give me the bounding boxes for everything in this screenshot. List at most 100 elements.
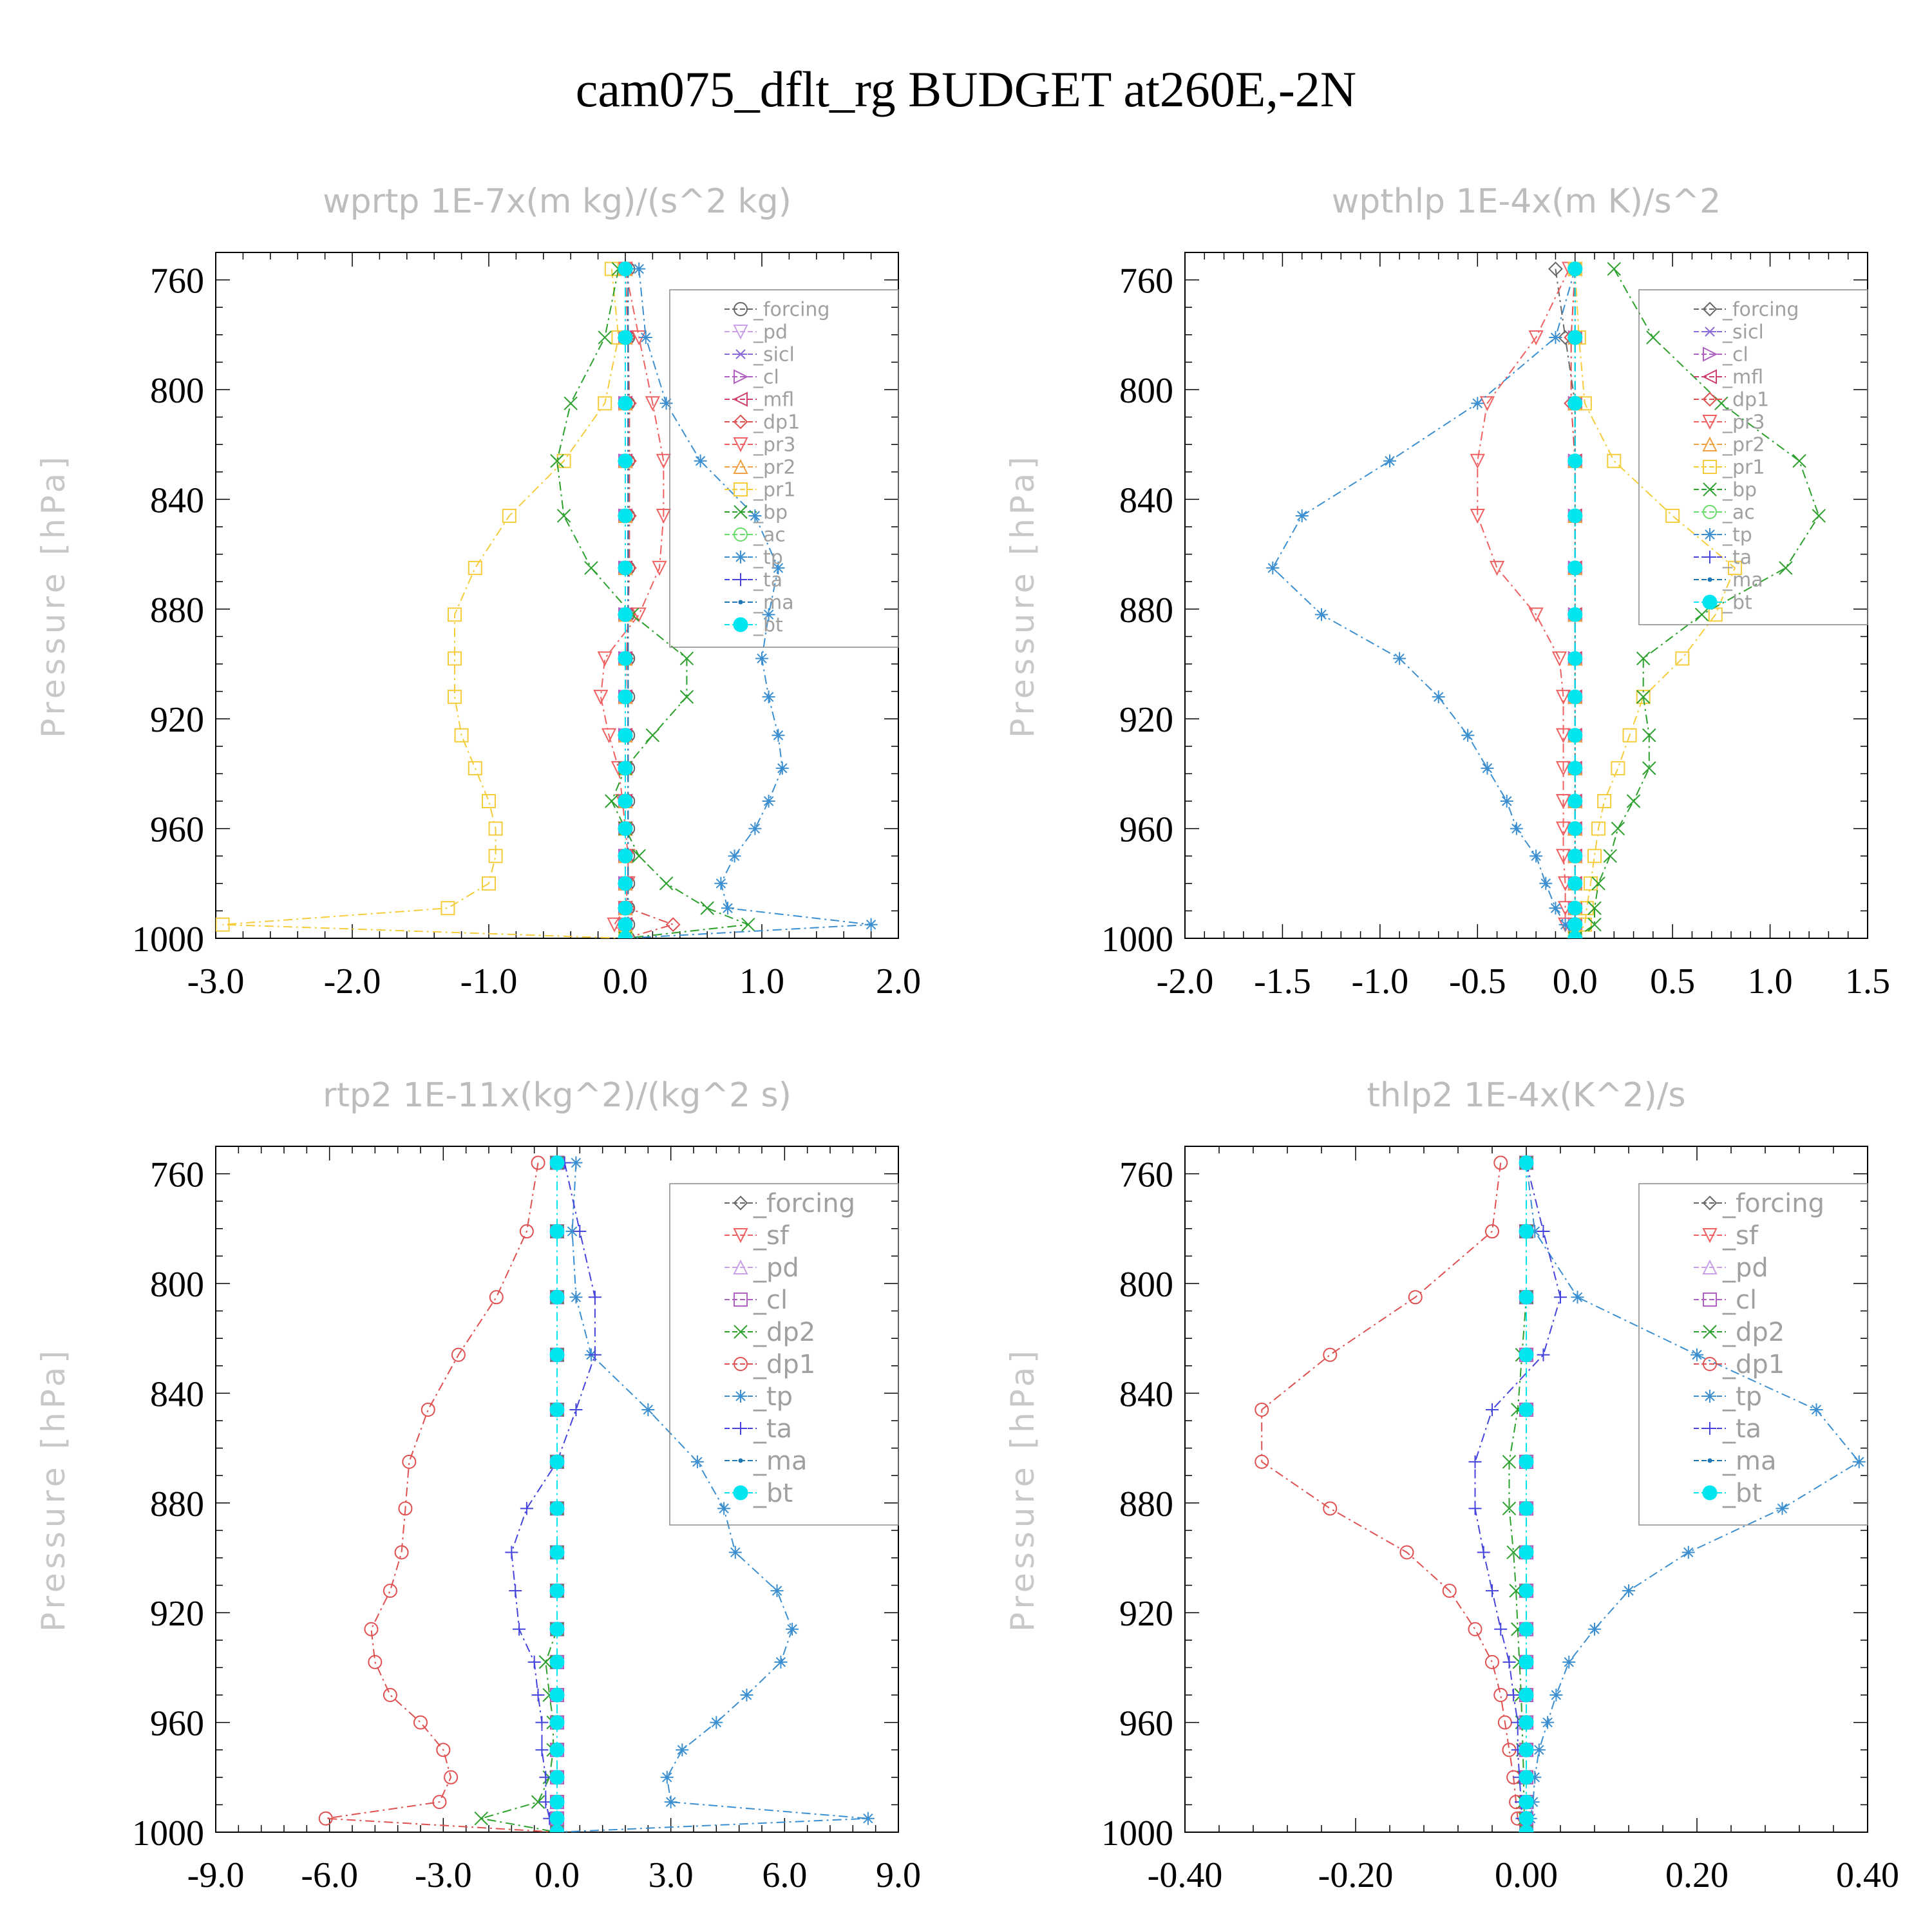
data-point-pr3 [645, 396, 661, 412]
legend-marker-cl [1703, 346, 1718, 362]
data-point-dp1 [1399, 1545, 1414, 1560]
data-point-tp [762, 690, 775, 704]
data-point-bt [1567, 330, 1583, 345]
legend-label-sf: _sf [1722, 1221, 1759, 1251]
data-point-bt [549, 1654, 565, 1670]
data-point-dp1 [665, 917, 681, 933]
legend-marker-ta [734, 573, 747, 586]
data-point-dp1 [1485, 1654, 1499, 1669]
data-point-pr1 [502, 508, 516, 523]
x-tick-label: -1.0 [1352, 961, 1409, 1001]
data-point-ta [573, 1225, 587, 1238]
x-tick-label: 0.0 [1553, 961, 1598, 1001]
data-point-ta [1502, 1655, 1516, 1669]
data-point-bp [556, 509, 571, 523]
data-point-tp [755, 652, 768, 665]
legend-marker-dp1 [733, 414, 748, 430]
data-point-dp1 [383, 1584, 397, 1598]
data-point-bt [1567, 508, 1583, 524]
legend-label-pd: _pd [1722, 1253, 1768, 1283]
series-line-tp [1526, 1162, 1861, 1832]
data-point-bt [549, 1811, 565, 1826]
data-point-bt [549, 1402, 565, 1417]
data-point-bt [1567, 900, 1583, 916]
legend-marker-mfl [732, 392, 748, 407]
data-point-bt [618, 261, 633, 277]
data-point-pr1 [1622, 728, 1637, 743]
data-point-bt [618, 900, 633, 916]
data-point-pr1 [1597, 794, 1612, 808]
y-axis-label: Pressure [hPa] [35, 1347, 72, 1632]
data-point-pr3 [601, 728, 617, 743]
x-tick-label: 0.5 [1650, 961, 1695, 1001]
data-point-bt [618, 650, 633, 666]
data-point-pr1 [448, 690, 462, 705]
data-point-pr1 [482, 794, 496, 808]
data-point-dp2 [1502, 1501, 1517, 1516]
data-point-bp [1812, 509, 1826, 523]
data-point-tp [1393, 652, 1406, 665]
data-point-tp [1549, 331, 1562, 345]
data-point-bt [549, 1687, 565, 1703]
data-point-dp2 [538, 1655, 553, 1669]
legend-marker-tp [1703, 528, 1716, 541]
legend-label-cl: _cl [753, 366, 779, 389]
legend-label-pd: _pd [753, 321, 788, 344]
data-point-ta [1507, 1689, 1520, 1701]
data-point-tp [1266, 561, 1280, 574]
legend-marker-ac [1703, 505, 1717, 519]
data-point-bt [1519, 1687, 1534, 1703]
legend-label-ac: _ac [1722, 502, 1755, 524]
legend-label-cl: _cl [1722, 1285, 1757, 1315]
legend-label-forcing: _forcing [1722, 1189, 1824, 1218]
y-tick-label: 880 [150, 1484, 204, 1524]
data-point-bt [1567, 761, 1583, 776]
y-tick-label: 1000 [1101, 920, 1173, 960]
data-point-tp [664, 1795, 677, 1809]
data-point-bp [645, 728, 660, 743]
y-axis-label: Pressure [hPa] [1004, 453, 1041, 738]
legend-label-mfl: _mfl [753, 389, 794, 412]
data-point-bt [1519, 1289, 1534, 1305]
data-point-bt [618, 876, 633, 891]
data-point-pr1 [468, 761, 482, 775]
x-tick-label: 9.0 [876, 1855, 921, 1895]
legend-marker-bt [733, 1485, 748, 1501]
y-tick-label: 760 [150, 1155, 204, 1195]
y-tick-label: 960 [150, 1704, 204, 1744]
data-point-bp [1587, 901, 1602, 915]
data-point-dp1 [413, 1715, 428, 1730]
data-point-tp [748, 822, 762, 835]
legend-marker-dp1 [1703, 1357, 1717, 1371]
legend-marker-pr2 [733, 459, 748, 474]
data-point-bt [549, 1583, 565, 1598]
data-point-tp [1622, 1584, 1635, 1598]
legend-label-tp: _tp [753, 1382, 793, 1412]
data-point-ta [1486, 1584, 1499, 1598]
data-point-bt [1519, 1742, 1534, 1757]
data-point-pr3 [1555, 761, 1571, 777]
legend-label-sicl: _sicl [753, 344, 795, 366]
data-point-bt [1567, 395, 1583, 411]
data-point-bt [549, 1347, 565, 1363]
data-point-bt [1567, 793, 1583, 809]
series-line-dp1 [1261, 1162, 1527, 1832]
data-point-pr1 [1675, 651, 1690, 666]
data-point-ta [535, 1716, 549, 1729]
data-point-ta [520, 1502, 533, 1515]
legend-label-bt: _bt [1722, 592, 1752, 614]
series-line-dp1 [325, 1162, 558, 1832]
data-point-bt [1519, 1794, 1534, 1810]
data-point-bt [618, 917, 633, 933]
data-point-bt [618, 607, 633, 622]
data-point-ta [569, 1403, 583, 1416]
data-point-bt [549, 1544, 565, 1560]
y-tick-label: 920 [1119, 700, 1173, 740]
legend-label-ma: _ma [1722, 569, 1763, 592]
data-point-pr1 [1591, 821, 1606, 836]
data-point-tp [1471, 397, 1484, 410]
legend-label-bp: _bp [1722, 479, 1757, 502]
data-point-bp [741, 917, 755, 932]
legend-label-cl: _cl [1722, 344, 1748, 366]
legend-marker-pr3 [733, 437, 748, 453]
